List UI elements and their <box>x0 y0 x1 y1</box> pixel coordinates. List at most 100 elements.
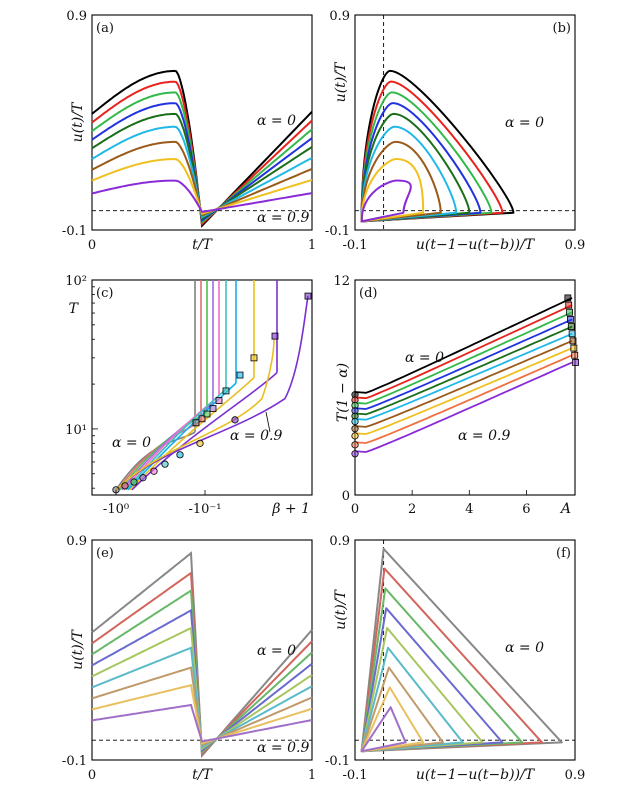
x-axis-label: u(t−1−u(t−b))/T <box>416 767 536 783</box>
marker-circle <box>351 450 359 458</box>
y-axis-label: u(t)/T <box>333 61 349 102</box>
marker-circle <box>121 482 129 490</box>
series-line <box>91 551 313 759</box>
series-line <box>91 571 313 757</box>
marker-circle <box>150 467 158 475</box>
x-axis-label: t/T <box>192 767 213 783</box>
x-tick-label: 1 <box>308 768 316 783</box>
annotation-alpha0: α = 0 <box>257 113 296 129</box>
x-tick-label: 4 <box>465 502 473 517</box>
annotation-alpha09: α = 0.9 <box>458 428 510 444</box>
marker-square <box>567 323 575 330</box>
series-line <box>354 311 573 405</box>
marker-square <box>304 292 312 300</box>
marker-circle <box>176 451 184 459</box>
y-tick-label: 0.9 <box>66 534 87 549</box>
marker-square <box>271 332 279 340</box>
x-axis-label: t/T <box>192 237 213 253</box>
orbit-line <box>360 140 442 223</box>
x-tick-label: 2 <box>408 502 416 517</box>
series-line <box>354 354 573 444</box>
orbit-line <box>360 179 412 223</box>
marker-circle <box>196 439 204 447</box>
panel-label: (e) <box>96 546 114 561</box>
x-tick-label: 0.9 <box>565 768 586 783</box>
y-tick-label: 0.9 <box>329 9 350 24</box>
orbit-line <box>360 112 471 223</box>
x-tick-label: -0.1 <box>342 238 367 253</box>
orbit-line <box>360 80 504 223</box>
x-tick-label: 0 <box>351 502 359 517</box>
series-line <box>91 102 313 223</box>
panel-b: (b) 0.9 -0.1-0.1 0.9 u(t−1−u(t−b))/T u(t)/T α … <box>325 9 585 253</box>
orbit-line <box>360 158 425 223</box>
annotation-pointer <box>265 411 271 433</box>
series-line <box>91 179 313 214</box>
series-line <box>354 340 573 428</box>
series-line <box>91 608 313 753</box>
x-tick-label: -0.1 <box>342 768 367 783</box>
marker-circle <box>351 425 359 433</box>
x-tick-label: 0 <box>88 238 96 253</box>
panel-c: (c) 10² 10¹ -10⁰ -10⁻¹ Tβ + 1 α = 0 α = 0.9 <box>65 274 313 517</box>
branch-line <box>125 388 227 491</box>
marker-square <box>192 419 200 427</box>
annotation-alpha09: α = 0.9 <box>257 740 309 756</box>
x-tick-label: -10⁰ <box>103 502 129 517</box>
panel-label: (b) <box>553 21 571 36</box>
orbit-line <box>360 686 425 753</box>
series-line <box>91 91 313 225</box>
panel-c-frame <box>91 279 313 496</box>
y-axis-label: u(t)/T <box>70 629 86 670</box>
annotation-alpha0: α = 0 <box>112 435 151 451</box>
series-line <box>91 626 313 751</box>
x-axis-label: A <box>559 501 571 517</box>
y-tick-label: -0.1 <box>325 224 350 239</box>
panel-d: (d) 0 2 4 6 12 0 A T(1 − α) α = 0 α = 0.9 <box>333 274 579 517</box>
marker-square <box>572 359 579 366</box>
panel-label: (d) <box>359 286 377 301</box>
orbit-line <box>360 607 504 753</box>
panel-e: (e) 0.9 -0.10 1 t/T u(t)/T α = 0 α = 0.9 <box>62 534 316 783</box>
y-tick-label: 0 <box>342 489 350 504</box>
x-tick-label: 0 <box>88 768 96 783</box>
annotation-alpha09: α = 0.9 <box>257 210 309 226</box>
series-line <box>91 158 313 215</box>
series-line <box>91 140 313 217</box>
series-line <box>354 304 573 400</box>
orbit-line <box>360 125 458 223</box>
marker-circle <box>351 417 359 426</box>
marker-circle <box>139 474 147 482</box>
annotation-alpha0: α = 0 <box>257 643 296 659</box>
y-axis-label: T <box>69 301 80 317</box>
panel-f: (f) 0.9 -0.1-0.1 0.9 u(t−1−u(t−b))/T u(t)/T α … <box>325 534 585 783</box>
marker-circle <box>161 460 169 468</box>
marker-circle <box>351 432 359 440</box>
orbit-line <box>360 69 515 223</box>
series-line <box>354 318 573 410</box>
panel-label: (c) <box>96 286 113 301</box>
y-axis-label: u(t)/T <box>333 589 349 630</box>
x-tick-label: 1 <box>308 238 316 253</box>
marker-square <box>566 308 573 316</box>
x-tick-label: -10⁻¹ <box>188 502 221 517</box>
y-axis-label: u(t)/T <box>70 101 86 142</box>
x-axis-label: u(t−1−u(t−b))/T <box>416 237 536 253</box>
series-line <box>354 332 573 421</box>
y-tick-label: -0.1 <box>62 224 87 239</box>
y-tick-label: 10² <box>65 274 87 289</box>
series-line <box>354 347 573 435</box>
orbit-line <box>360 706 407 753</box>
branch-line <box>115 339 275 491</box>
marker-square <box>198 415 206 423</box>
marker-square <box>222 387 230 395</box>
branch-line <box>115 295 309 491</box>
panel-label: (f) <box>556 546 571 561</box>
marker-square <box>236 371 244 379</box>
panel-a: (a) 0.9 -0.10 1 t/T u(t)/T α = 0 α = 0.9 <box>62 9 316 253</box>
y-tick-label: -0.1 <box>325 754 350 769</box>
annotation-alpha0: α = 0 <box>405 350 444 366</box>
orbit-line <box>360 666 444 753</box>
series-line <box>91 703 313 743</box>
series-line <box>91 588 313 755</box>
